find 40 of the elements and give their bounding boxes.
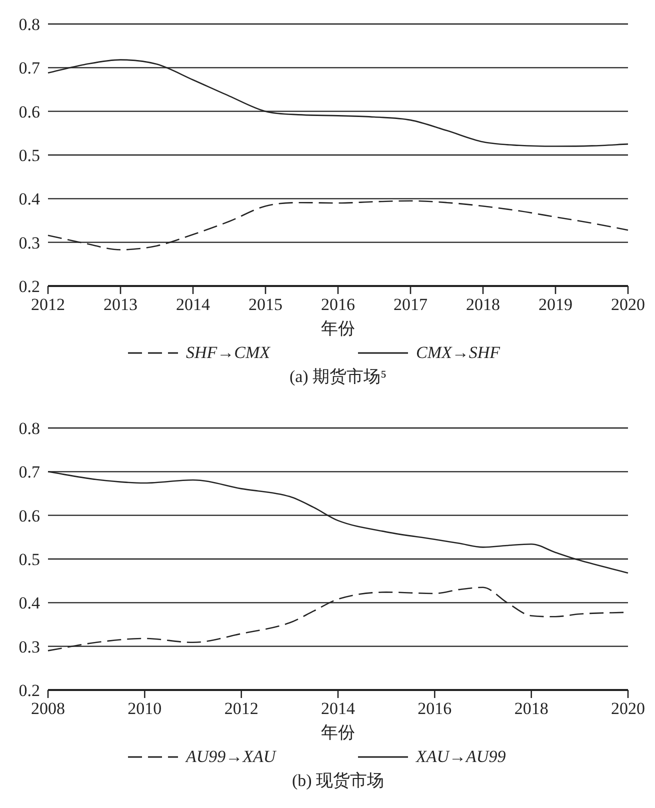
x-tick-label: 2012: [31, 295, 65, 314]
legend-label: SHF→CMX: [186, 343, 271, 362]
y-tick-label: 0.4: [18, 594, 40, 613]
y-tick-label: 0.6: [18, 102, 40, 122]
line-series: [47, 200, 629, 250]
x-tick-label: 2012: [224, 699, 258, 718]
x-tick-label: 2020: [611, 699, 645, 718]
x-tick-label: 2013: [104, 295, 138, 314]
x-tick-label: 2008: [31, 699, 65, 718]
legend-label: AU99→XAU: [185, 747, 278, 766]
x-tick-label: 2014: [176, 295, 210, 314]
x-tick-label: 2014: [321, 699, 356, 718]
x-tick-label: 2010: [128, 699, 162, 718]
y-tick-label: 0.6: [18, 506, 40, 526]
legend-label: XAU→AU99: [415, 747, 506, 766]
x-tick-label: 2015: [248, 295, 282, 314]
text: (a) 期货市场⁵: [289, 367, 387, 386]
y-tick-label: 0.3: [18, 233, 40, 252]
text: (b) 现货市场: [292, 771, 384, 790]
x-tick-label: 2018: [466, 295, 500, 314]
y-tick-label: 0.2: [18, 277, 40, 296]
y-tick-label: 0.5: [18, 146, 40, 165]
line-series: [47, 59, 629, 147]
y-tick-label: 0.5: [18, 550, 40, 569]
y-tick-label: 0.8: [18, 15, 40, 34]
y-tick-label: 0.7: [18, 462, 40, 482]
x-tick-label: 2019: [538, 295, 572, 314]
x-tick-label: 2017: [394, 295, 428, 314]
y-tick-label: 0.3: [18, 637, 40, 656]
x-tick-label: 2018: [514, 699, 548, 718]
legend-label: CMX→SHF: [416, 343, 501, 362]
y-tick-label: 0.8: [18, 419, 40, 438]
x-tick-label: 2016: [321, 295, 355, 314]
y-tick-label: 0.4: [18, 190, 40, 209]
x-axis-title: 年份: [321, 723, 355, 742]
x-tick-label: 2020: [611, 295, 645, 314]
y-tick-label: 0.7: [18, 58, 40, 78]
y-tick-label: 0.2: [18, 681, 40, 700]
x-axis-title: 年份: [321, 319, 355, 338]
x-tick-label: 2016: [418, 699, 452, 718]
